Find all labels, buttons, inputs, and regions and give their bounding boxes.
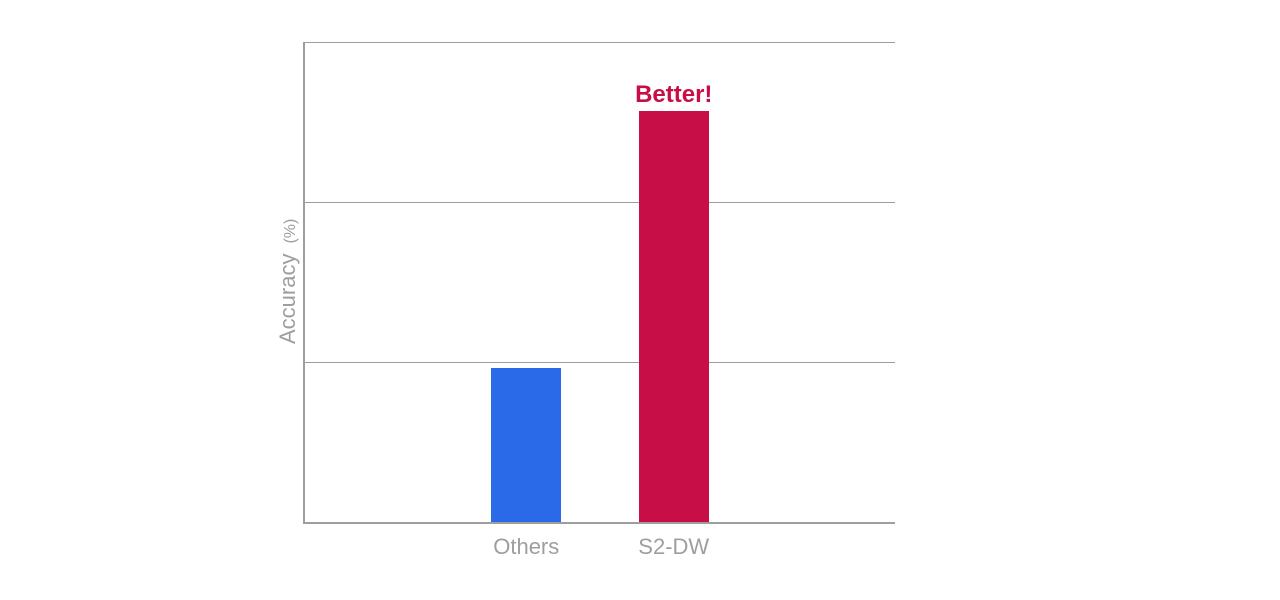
x-axis <box>303 522 895 524</box>
y-axis-label-unit: (%) <box>282 219 300 244</box>
bar-others <box>491 368 561 522</box>
bar-s2-dw <box>639 111 709 522</box>
y-axis-label: Accuracy (%) <box>275 219 301 344</box>
gridline <box>305 362 895 363</box>
annotation-better: Better! <box>635 81 712 109</box>
plot-area <box>305 42 895 522</box>
y-axis-label-text: Accuracy <box>275 254 301 344</box>
y-axis <box>303 42 305 524</box>
x-label-0: Others <box>493 534 559 560</box>
chart-canvas: Others S2-DW Accuracy (%) Better! <box>0 0 1280 600</box>
x-label-1: S2-DW <box>638 534 709 560</box>
gridline <box>305 202 895 203</box>
gridline <box>305 42 895 43</box>
